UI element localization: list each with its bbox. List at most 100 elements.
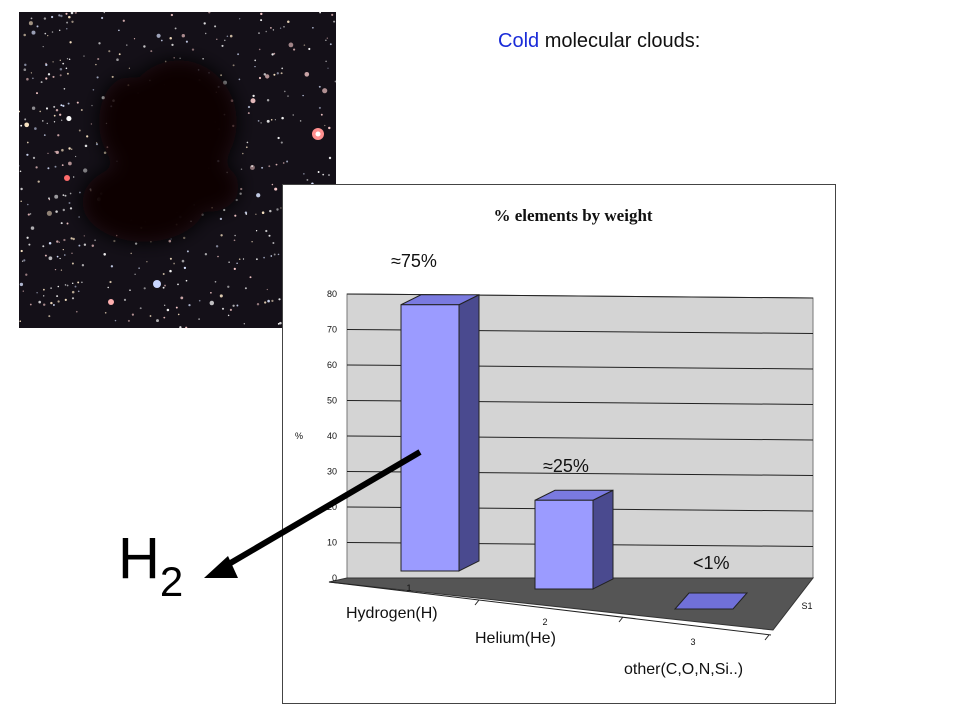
star (271, 299, 274, 303)
star (78, 244, 81, 247)
star (22, 290, 24, 292)
star (55, 150, 59, 155)
star (265, 74, 270, 79)
star (66, 72, 69, 75)
star (251, 241, 253, 243)
star (68, 58, 71, 61)
star (47, 34, 49, 37)
star (29, 303, 32, 306)
star (68, 15, 71, 19)
star (113, 239, 116, 243)
star (19, 170, 22, 173)
star (31, 30, 36, 35)
star (27, 203, 29, 206)
star (47, 167, 50, 170)
star (208, 12, 211, 14)
star (175, 306, 178, 309)
star (170, 238, 172, 240)
star (59, 74, 62, 77)
star (51, 31, 54, 33)
y-tick-label: 20 (327, 502, 337, 512)
star (286, 160, 289, 163)
value-annotation: ≈75% (391, 251, 437, 271)
bar (673, 592, 749, 610)
star (19, 110, 21, 113)
star (223, 208, 226, 212)
star (143, 287, 146, 290)
star (42, 245, 45, 248)
star (238, 78, 241, 81)
star (77, 281, 80, 284)
star (246, 141, 249, 144)
star (43, 295, 45, 297)
star (185, 326, 188, 328)
star (238, 258, 241, 260)
star (204, 32, 207, 35)
star (164, 284, 166, 287)
chart-title: % elements by weight (493, 206, 652, 225)
star (164, 304, 166, 306)
star (95, 142, 98, 144)
star (185, 40, 188, 43)
star (103, 12, 106, 14)
star (276, 72, 279, 75)
star (149, 315, 152, 317)
star (123, 298, 127, 301)
star (251, 165, 253, 167)
star (260, 19, 263, 22)
star (156, 319, 159, 323)
star (32, 156, 36, 160)
x-tick-mark (764, 634, 770, 641)
bar-side (592, 489, 614, 590)
star (68, 202, 71, 204)
star (52, 304, 55, 306)
star (55, 210, 58, 213)
star (210, 291, 212, 294)
star (97, 57, 100, 61)
star (60, 269, 63, 271)
star (198, 299, 201, 302)
star (74, 155, 77, 158)
x-tick-label: 2 (542, 617, 547, 627)
star (241, 152, 244, 155)
star (26, 236, 29, 239)
star (256, 193, 261, 198)
star (268, 234, 271, 237)
star (228, 261, 230, 263)
category-names: Hydrogen(H) Helium(He) other(C,O,N,Si..) (346, 605, 743, 678)
star (224, 39, 226, 42)
star (26, 77, 29, 81)
star (59, 67, 63, 71)
star (270, 255, 273, 257)
star (47, 73, 51, 76)
star (66, 222, 69, 225)
star (232, 64, 235, 67)
y-axis-label: % (295, 431, 303, 441)
star (60, 222, 63, 225)
star (64, 284, 67, 286)
star (269, 26, 272, 29)
star (55, 108, 59, 112)
star (182, 236, 186, 240)
star (282, 162, 285, 164)
star (69, 192, 72, 195)
star (234, 214, 237, 217)
star (334, 80, 336, 83)
star (288, 42, 294, 48)
star (244, 287, 247, 290)
star (47, 152, 49, 155)
star (186, 250, 189, 253)
star (52, 75, 55, 78)
star (243, 323, 245, 325)
star (198, 318, 200, 320)
star (303, 173, 305, 175)
title-rest: molecular clouds: (539, 30, 701, 52)
star (270, 119, 273, 121)
star (276, 208, 279, 211)
y-tick-label: 0 (332, 573, 337, 583)
star (57, 300, 60, 303)
star (162, 286, 165, 289)
star (240, 168, 243, 170)
star (78, 129, 81, 132)
star (278, 298, 281, 301)
